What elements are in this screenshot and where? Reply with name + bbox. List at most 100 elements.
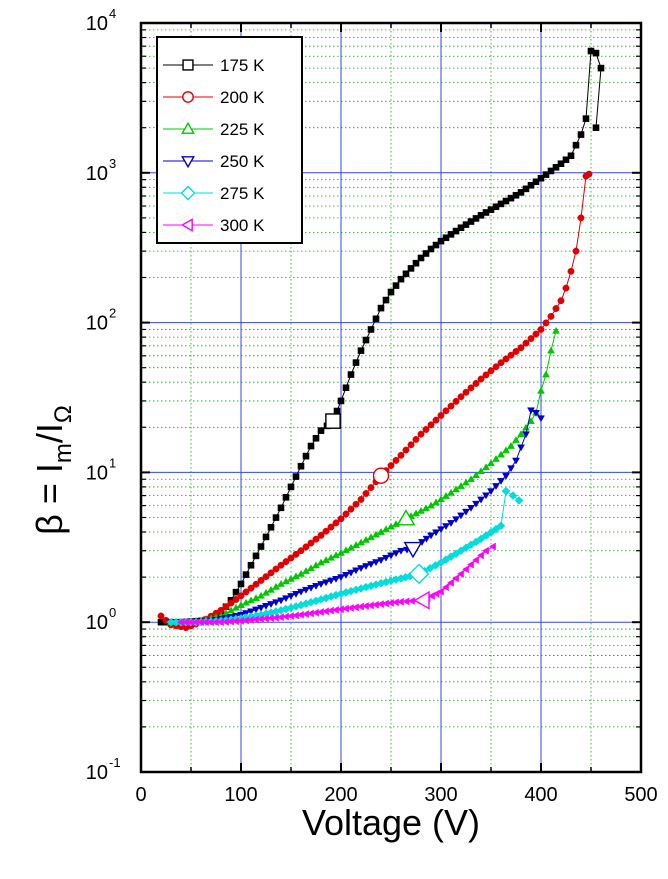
y-tick-label: 10 [86, 462, 108, 484]
data-point [367, 561, 375, 569]
y-axis-title: β = Im/IΩ [29, 405, 77, 535]
data-point [562, 156, 570, 164]
data-point [247, 584, 255, 592]
data-point [537, 386, 545, 394]
data-point [362, 563, 370, 571]
data-point [347, 371, 355, 378]
y-axis-title-base: β = I [29, 463, 70, 535]
data-point [347, 569, 355, 577]
data-point [392, 456, 400, 464]
data-point [432, 241, 440, 249]
data-point [287, 554, 295, 562]
data-point [481, 546, 489, 555]
data-point [452, 485, 460, 493]
data-point [247, 561, 255, 569]
data-point [327, 523, 335, 531]
data-point [547, 167, 555, 175]
legend-label: 175 K [220, 56, 265, 75]
data-point [482, 371, 490, 379]
data-point [501, 486, 511, 496]
legend-marker [180, 218, 193, 232]
y-axis-title-sub2: Ω [50, 405, 77, 423]
data-point [437, 237, 445, 245]
data-point [482, 463, 490, 471]
data-point [472, 471, 480, 479]
legend-box [156, 36, 303, 244]
x-tick-label: 0 [135, 784, 146, 806]
data-point [387, 462, 395, 469]
legend-item: 175 K [163, 56, 265, 75]
data-point [471, 556, 479, 564]
data-point [552, 326, 560, 334]
data-point [522, 431, 530, 439]
highlight-marker [372, 467, 390, 484]
y-tick-exponent: 3 [109, 156, 116, 171]
data-point [332, 519, 340, 527]
data-point [407, 441, 415, 449]
data-point [257, 604, 265, 612]
legend-label: 300 K [220, 216, 265, 235]
y-tick-label: 10 [86, 13, 108, 35]
highlight-marker [396, 509, 416, 526]
legend-label: 250 K [220, 152, 265, 171]
data-point [382, 554, 390, 562]
data-point [537, 174, 545, 182]
data-point [537, 415, 545, 423]
data-point [382, 296, 390, 304]
data-point [247, 608, 255, 616]
y-axis-title-sub1: m [50, 443, 77, 463]
data-point [442, 523, 450, 531]
data-point [342, 572, 350, 579]
data-point [262, 533, 270, 541]
data-point [461, 565, 469, 574]
data-point [432, 416, 440, 424]
series-225-k [167, 326, 560, 626]
data-point [447, 231, 455, 238]
data-point [472, 380, 480, 387]
legend-item: 225 K [163, 120, 265, 139]
data-point [466, 560, 474, 569]
data-point [592, 124, 600, 131]
data-point [557, 160, 565, 167]
highlight-marker [403, 541, 423, 559]
data-point [497, 450, 505, 458]
data-point [392, 550, 400, 558]
data-point [362, 336, 370, 344]
data-point [508, 491, 518, 500]
series-300-k [176, 542, 496, 627]
data-point [487, 488, 495, 496]
data-point [462, 508, 470, 516]
data-point [377, 304, 385, 312]
data-point [517, 430, 525, 437]
data-point [487, 459, 495, 467]
data-point [456, 569, 464, 578]
data-point [467, 505, 475, 512]
data-point [572, 247, 580, 255]
data-point [577, 214, 585, 222]
y-tick-exponent: 4 [109, 6, 116, 21]
x-tick-label: 300 [424, 784, 457, 806]
y-tick-exponent: 0 [109, 605, 116, 620]
data-point [292, 473, 300, 480]
data-point [412, 436, 420, 443]
data-point [342, 384, 350, 392]
data-point [422, 250, 430, 257]
data-point [277, 561, 285, 569]
data-point [237, 592, 245, 600]
data-point [302, 543, 310, 551]
data-point [307, 442, 315, 450]
data-point [402, 446, 410, 454]
data-point [287, 593, 295, 600]
data-point [542, 370, 550, 378]
data-point [227, 599, 235, 607]
y-tick-label: 10 [86, 762, 108, 784]
data-point [467, 384, 475, 392]
y-tick-label: 10 [86, 612, 108, 634]
data-point [272, 514, 280, 521]
data-point [312, 583, 320, 590]
series-line [170, 330, 557, 623]
data-point [492, 483, 500, 491]
data-point [333, 407, 341, 415]
